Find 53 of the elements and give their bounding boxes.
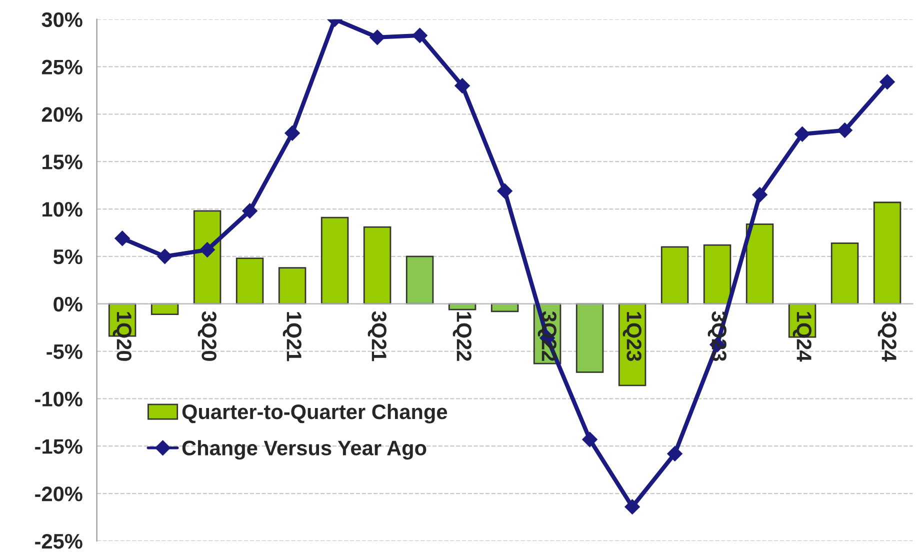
bar (278, 267, 306, 305)
x-tick-label: 3Q23 (708, 311, 726, 362)
y-tick-label: 10% (42, 202, 82, 217)
point (284, 126, 300, 141)
y-tick-label: 5% (53, 249, 82, 264)
point (242, 203, 258, 218)
x-tick-label: 3Q22 (538, 311, 556, 361)
bar (660, 246, 689, 305)
bar (150, 303, 179, 315)
y-tick-label: 25% (42, 60, 82, 74)
y-tick-label: 15% (42, 154, 82, 170)
x-tick-label: 3Q24 (878, 311, 896, 362)
bar (746, 223, 774, 305)
point (370, 30, 385, 45)
y-tick-label: 0% (54, 296, 82, 312)
bar (406, 256, 434, 305)
bar (320, 216, 349, 305)
point (412, 28, 428, 44)
y-tick-label: 30% (42, 12, 82, 28)
point (667, 446, 682, 462)
point (880, 74, 895, 90)
point (497, 183, 512, 199)
bar (576, 303, 604, 373)
x-tick-label: 1Q20 (112, 312, 132, 361)
bar (830, 242, 859, 305)
x-tick-label: 1Q21 (282, 312, 302, 362)
point (114, 230, 130, 246)
point (157, 248, 172, 264)
y-tick-label: 20% (42, 107, 82, 122)
x-tick-label: 3Q20 (198, 311, 216, 361)
bar (873, 202, 902, 305)
x-tick-label: 3Q21 (368, 311, 386, 362)
legend-label: Change Versus Year Ago (182, 440, 426, 460)
x-tick-label: 1Q24 (792, 312, 812, 362)
bar (193, 210, 222, 305)
y-tick-label: -20% (35, 486, 82, 502)
bar (363, 226, 392, 305)
y-tick-label: -25% (35, 534, 82, 549)
point (794, 126, 810, 142)
point (752, 187, 768, 202)
point (454, 78, 470, 94)
y-tick-label: -15% (35, 439, 82, 454)
x-tick-label: 1Q23 (622, 312, 642, 362)
y-tick-label: -10% (35, 392, 82, 406)
point (624, 499, 640, 514)
bar (236, 258, 264, 305)
point (582, 432, 598, 448)
x-tick-label: 1Q22 (452, 312, 472, 361)
bar (703, 244, 732, 305)
point (200, 242, 215, 258)
legend-label: Quarter-to-Quarter Change (182, 404, 448, 424)
y-tick-label: -5% (46, 344, 82, 360)
point (837, 122, 852, 138)
